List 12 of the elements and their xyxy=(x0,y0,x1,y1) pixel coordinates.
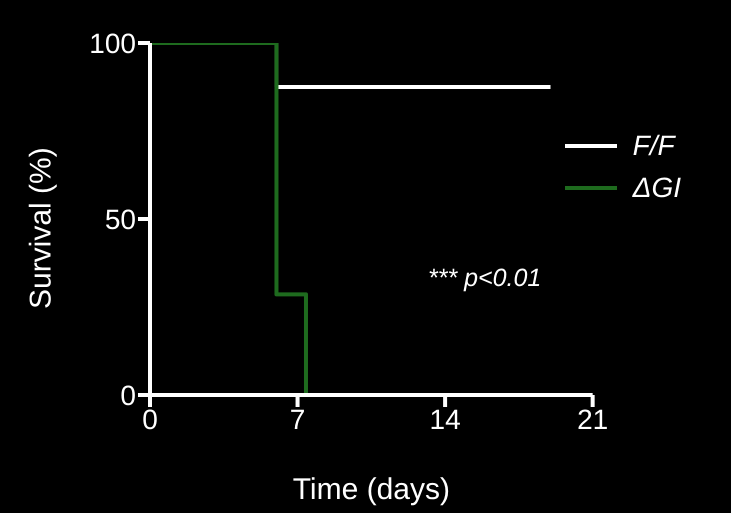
x-tick-label: 21 xyxy=(577,404,608,435)
y-tick-label: 100 xyxy=(89,28,136,59)
x-tick-label: 14 xyxy=(430,404,461,435)
legend-label: ΔGI xyxy=(632,172,681,204)
y-axis-title: Survival (%) xyxy=(24,147,58,309)
x-tick-label: 7 xyxy=(290,404,306,435)
annotation: *** p<0.01 xyxy=(428,264,542,293)
x-tick-label: 0 xyxy=(142,404,158,435)
y-tick-label: 50 xyxy=(104,204,136,235)
y-tick-label: 0 xyxy=(120,380,136,411)
legend-label: F/F xyxy=(632,130,675,162)
x-axis-title: Time (days) xyxy=(292,473,450,506)
